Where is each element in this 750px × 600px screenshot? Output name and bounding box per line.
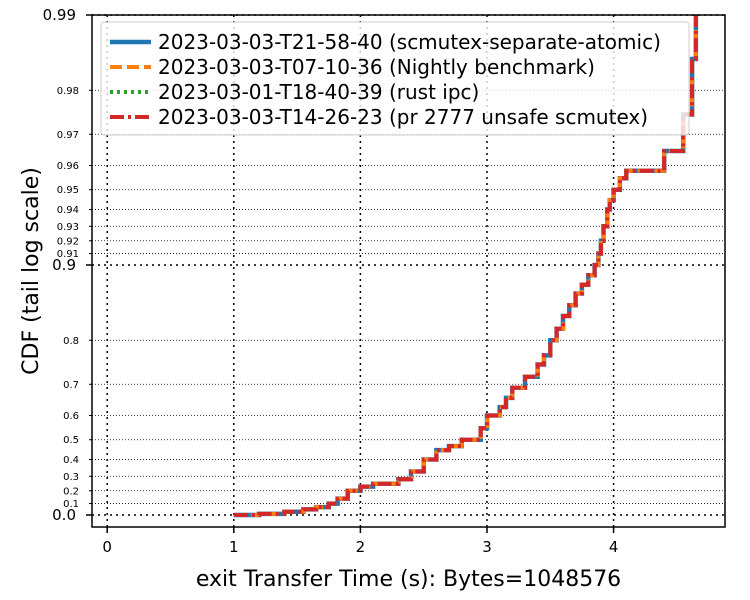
- y-minor-tick-label: 0.1: [63, 499, 79, 510]
- legend-entry-label: 2023-03-03-T14-26-23 (pr 2777 unsafe scm…: [158, 105, 648, 129]
- legend-entry-label: 2023-03-03-T21-58-40 (scmutex-separate-a…: [158, 30, 661, 54]
- axis-ticks: 0 1 2 3 4 0.1 0.2 0.3 0.4 0.5 0.6 0.7 0.8 0.91 0.92 0.9…: [43, 6, 619, 556]
- y-minor-tick-label: 0.98: [57, 86, 79, 97]
- x-tick-label: 1: [229, 538, 239, 556]
- y-minor-tick-label: 0.5: [63, 435, 79, 446]
- y-minor-tick-label: 0.91: [57, 249, 79, 260]
- y-major-tick-label: 0.9: [52, 256, 76, 274]
- y-major-tick-label: 0.0: [52, 506, 76, 524]
- legend-entry-label: 2023-03-01-T18-40-39 (rust ipc): [158, 80, 479, 104]
- x-tick-label: 0: [102, 538, 112, 556]
- legend-entry-label: 2023-03-03-T07-10-36 (Nightly benchmark): [158, 55, 595, 79]
- y-minor-tick-label: 0.3: [63, 472, 79, 483]
- y-minor-tick-label: 0.7: [63, 380, 79, 391]
- y-minor-tick-label: 0.96: [57, 161, 79, 172]
- y-minor-tick-label: 0.94: [57, 205, 79, 216]
- x-tick-label: 2: [356, 538, 366, 556]
- y-minor-tick-label: 0.4: [63, 455, 79, 466]
- plot-frame: [91, 14, 726, 528]
- y-minor-tick-label: 0.6: [63, 411, 79, 422]
- y-minor-tick-label: 0.92: [57, 236, 79, 247]
- legend: 2023-03-03-T21-58-40 (scmutex-separate-a…: [100, 21, 690, 136]
- y-minor-tick-label: 0.97: [57, 130, 79, 141]
- x-tick-label: 4: [609, 538, 619, 556]
- y-minor-tick-label: 0.2: [63, 486, 79, 497]
- y-minor-tick-label: 0.95: [57, 185, 79, 196]
- y-axis-label: CDF (tail log scale): [19, 167, 44, 375]
- x-axis-label: exit Transfer Time (s): Bytes=1048576: [196, 567, 621, 592]
- series-lines: [233, 15, 699, 518]
- x-tick-label: 3: [482, 538, 492, 556]
- legend-box: [100, 21, 690, 136]
- y-minor-tick-label: 0.93: [57, 222, 79, 233]
- y-major-tick-label: 0.99: [43, 6, 76, 24]
- y-minor-tick-label: 0.8: [63, 336, 79, 347]
- series-line: [233, 15, 698, 517]
